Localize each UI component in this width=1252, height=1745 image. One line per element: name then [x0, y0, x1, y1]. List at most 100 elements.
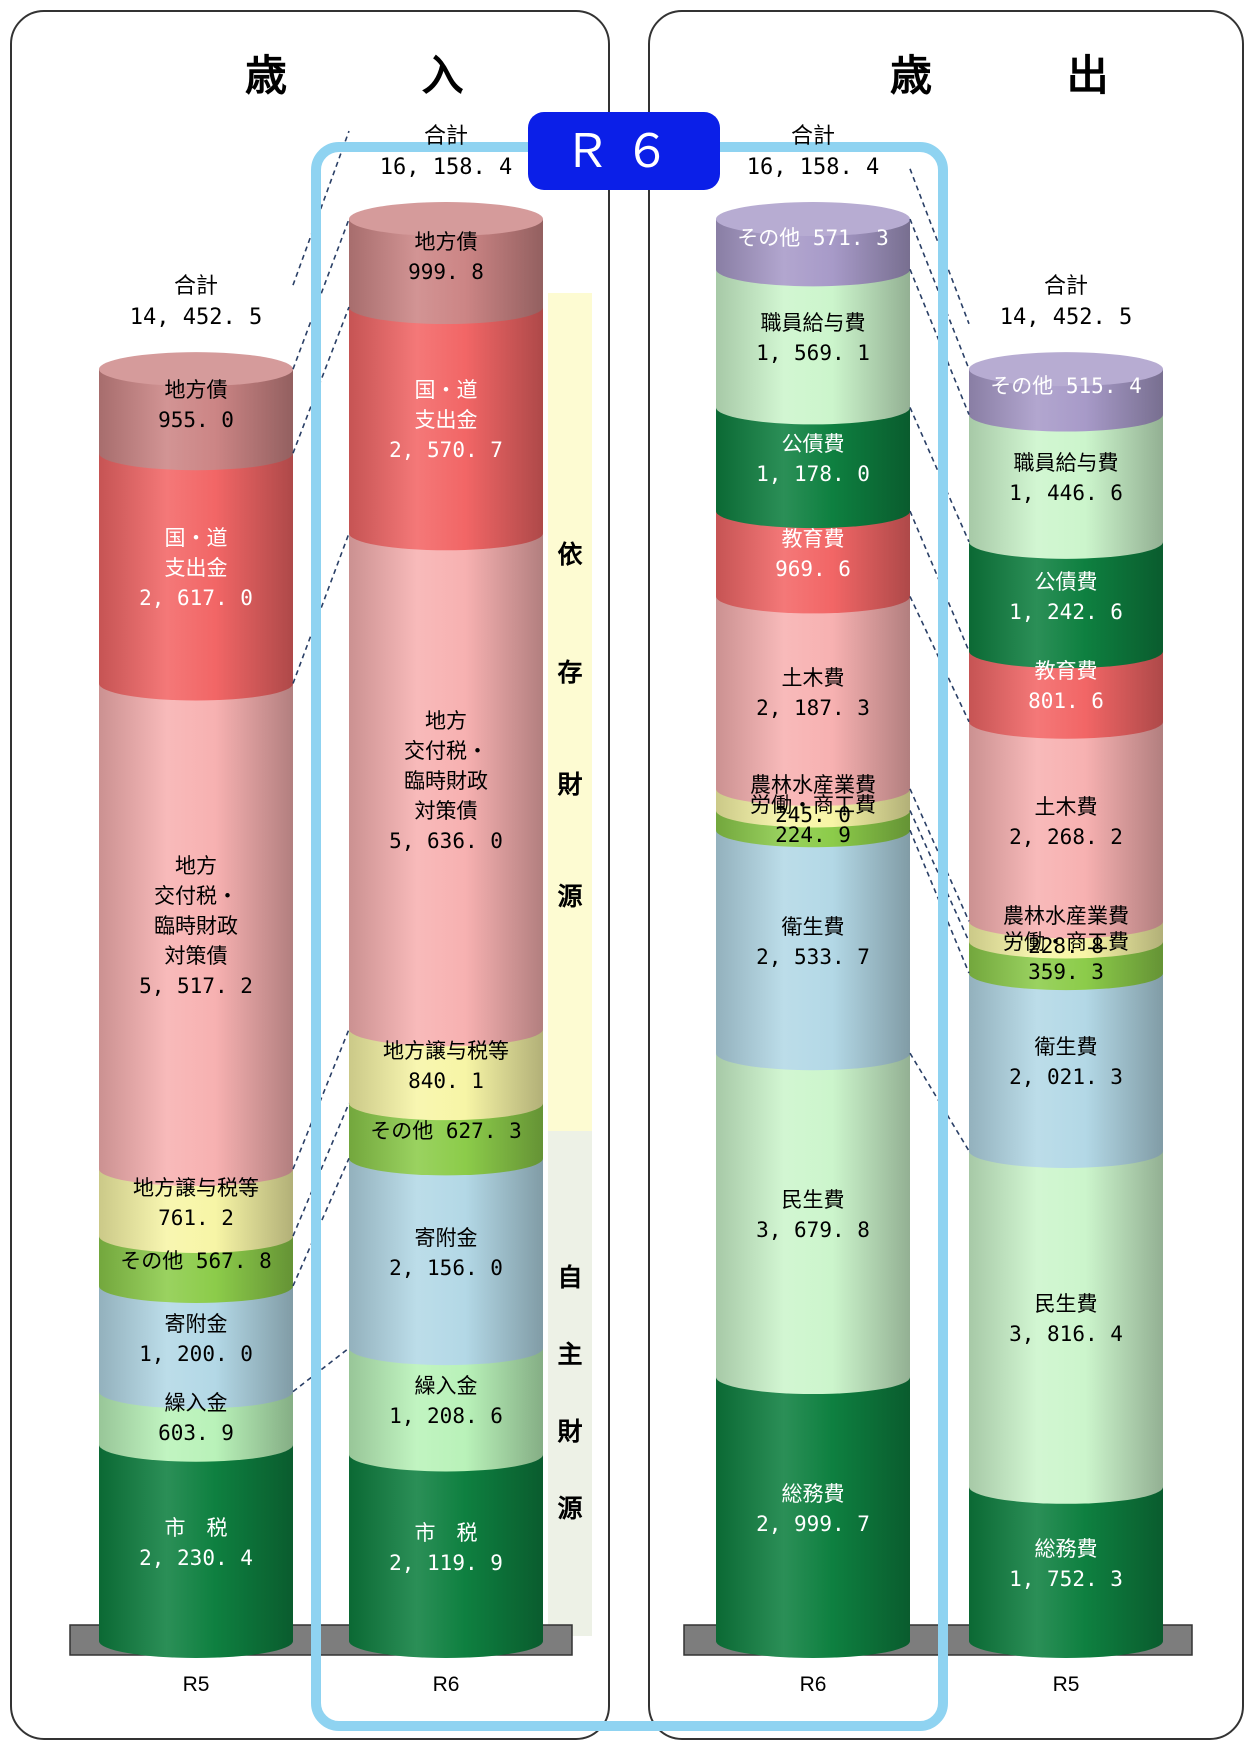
r6-badge: Ｒ６ [528, 112, 720, 190]
segment-value: 840. 1 [408, 1069, 484, 1094]
segment-value: 2, 021. 3 [1009, 1065, 1123, 1090]
segment-name: その他 [990, 373, 1066, 398]
segment-value: 1, 200. 0 [139, 1341, 253, 1366]
segment-name: 国・道 支出金 [414, 378, 478, 433]
segment-label: 職員給与費 1, 569. 1 [756, 308, 870, 368]
dependent-char-2: 存 [557, 658, 583, 687]
segment-label: 繰入金 603. 9 [158, 1388, 234, 1448]
segment-label: 教育費 969. 6 [775, 524, 851, 584]
segment-民生費 [969, 1150, 1163, 1504]
segment-その他 [716, 219, 910, 287]
segment-label: 労働・商工費 224. 9 [750, 790, 876, 850]
segment-value: 571. 3 [812, 226, 889, 251]
segment-label: 土木費 2, 187. 3 [756, 663, 870, 723]
segment-label: その他 567. 8 [120, 1246, 272, 1276]
total-label: 合計 [173, 274, 219, 300]
segment-label: その他 627. 3 [370, 1116, 522, 1146]
segment-value: 801. 6 [1028, 689, 1104, 714]
x-axis-label: R6 [799, 1673, 827, 1696]
segment-職員給与費 [716, 269, 910, 425]
segment-value: 1, 208. 6 [389, 1404, 503, 1429]
segment-value: 2, 999. 7 [756, 1512, 870, 1536]
segment-name: 地方譲与税等 [383, 1039, 509, 1064]
segment-label: 市 税 2, 230. 4 [139, 1513, 253, 1573]
independent-source-band [548, 1131, 592, 1636]
column-total: 合計 16, 158. 4 [747, 121, 879, 183]
independent-char-3: 財 [557, 1417, 583, 1446]
total-value: 16, 158. 4 [379, 155, 513, 181]
segment-総務費 [716, 1377, 910, 1658]
dependent-source-band [548, 293, 592, 1131]
expenditure-title: 歳 出 [890, 51, 1169, 100]
segment-name: 衛生費 [781, 914, 845, 939]
segment-value: 3, 679. 8 [756, 1218, 870, 1243]
segment-label: その他 571. 3 [737, 223, 889, 253]
segment-value: 2, 570. 7 [389, 438, 503, 463]
segment-地方交付税・臨時財政対策債 [349, 533, 543, 1047]
segment-value: 515. 4 [1065, 373, 1142, 398]
segment-value: 5, 517. 2 [139, 974, 253, 999]
dependent-char-3: 財 [557, 770, 583, 799]
segment-label: 公債費 1, 242. 6 [1009, 567, 1123, 627]
segment-value: 359. 3 [1028, 960, 1104, 985]
segment-職員給与費 [969, 414, 1163, 559]
segment-name: 公債費 [1034, 569, 1098, 594]
segment-value: 2, 156. 0 [389, 1256, 503, 1281]
segment-value: 955. 0 [158, 408, 234, 433]
segment-土木費 [716, 596, 910, 806]
connector-line [909, 269, 970, 415]
segment-label: 総務費 2, 999. 7 [756, 1479, 870, 1539]
segment-name: 民生費 [1034, 1291, 1098, 1316]
segment-公債費 [969, 541, 1163, 669]
segment-label: 国・道 支出金 2, 570. 7 [389, 375, 503, 465]
segment-公債費 [716, 407, 910, 529]
segment-name: 教育費 [781, 526, 845, 551]
segment-value: 1, 569. 1 [756, 341, 870, 366]
segment-衛生費 [969, 973, 1163, 1168]
segment-value: 567. 8 [195, 1248, 272, 1273]
total-label: 合計 [1043, 274, 1089, 300]
segment-市税 [99, 1444, 293, 1658]
connector-line [292, 1347, 350, 1393]
total-value: 14, 452. 5 [999, 305, 1133, 331]
segment-name: その他 [120, 1248, 196, 1273]
segment-value: 1, 242. 6 [1009, 599, 1123, 624]
segment-その他 [969, 369, 1163, 432]
segment-name: 国・道 支出金 [164, 526, 228, 581]
segment-name: 教育費 [1034, 659, 1098, 684]
segment-市税 [349, 1454, 543, 1658]
segment-value: 2, 119. 9 [389, 1550, 503, 1575]
total-value: 14, 452. 5 [129, 305, 263, 331]
connector-line [292, 306, 350, 454]
segment-label: 農林水産業費 245. 0 [750, 770, 876, 830]
dependent-char-4: 源 [557, 882, 583, 911]
column-R6 [716, 202, 910, 1658]
revenue-title: 歳 入 [245, 51, 524, 100]
segment-value: 969. 6 [775, 556, 851, 581]
connector-line [292, 1102, 350, 1237]
segment-name: 総務費 [1034, 1536, 1098, 1561]
revenue-panel [10, 10, 610, 1740]
total-value: 16, 158. 4 [746, 155, 880, 181]
segment-地方債 [99, 369, 293, 471]
segment-label: 地方債 955. 0 [158, 375, 234, 435]
segment-label: 総務費 1, 752. 3 [1009, 1534, 1123, 1594]
segment-label: 労働・商工費 359. 3 [1003, 927, 1129, 987]
segment-value: 1, 178. 0 [756, 462, 870, 487]
independent-char-4: 源 [557, 1494, 583, 1523]
segment-衛生費 [716, 830, 910, 1071]
segment-value: 2, 268. 2 [1009, 824, 1123, 849]
segment-国・道支出金 [99, 453, 293, 701]
column-total: 合計 16, 158. 4 [380, 121, 512, 183]
segment-label: その他 515. 4 [990, 371, 1142, 401]
column-R6 [349, 202, 543, 1658]
segment-name: 衛生費 [1034, 1035, 1098, 1060]
connector-line [292, 130, 350, 286]
segment-value: 2, 533. 7 [756, 944, 870, 969]
column-R5 [969, 352, 1163, 1658]
segment-name: 総務費 [781, 1482, 845, 1506]
segment-name: 地方 交付税・ 臨時財政 対策債 [153, 854, 238, 969]
segment-土木費 [969, 721, 1163, 939]
segment-name: 農林水産業費 [750, 772, 876, 797]
